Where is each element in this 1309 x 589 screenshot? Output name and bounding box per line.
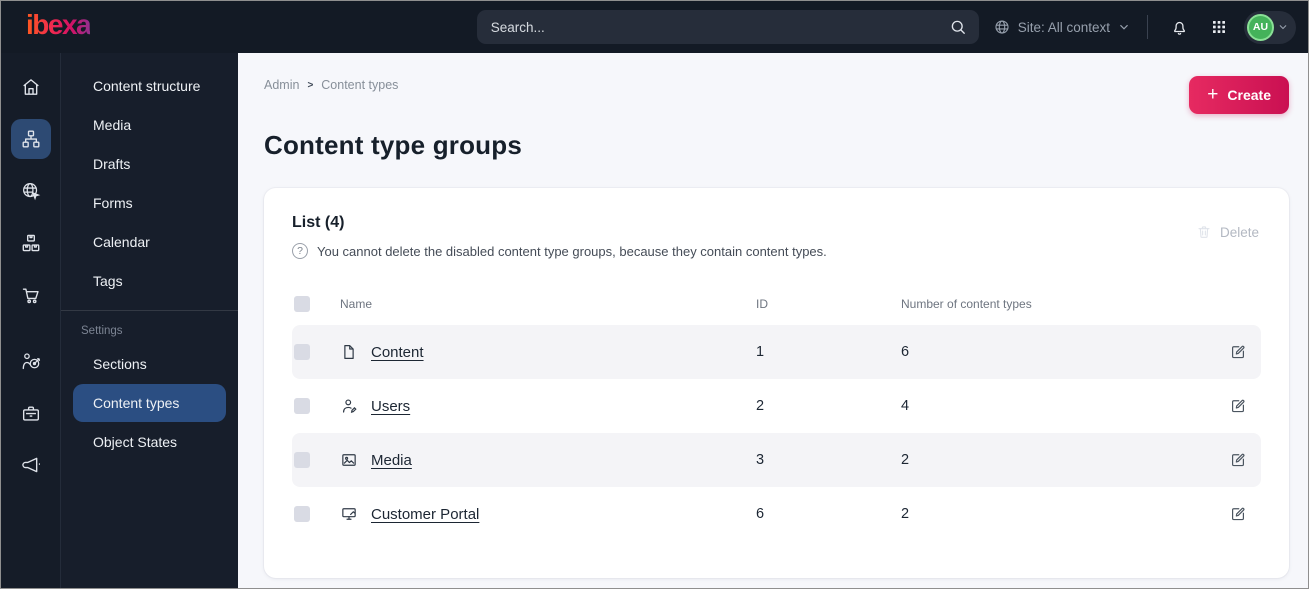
list-title: List (4) [292, 214, 345, 231]
site-context-selector[interactable]: Site: All context [993, 18, 1131, 36]
delete-button[interactable]: Delete [1196, 224, 1259, 240]
chevron-down-icon [1277, 21, 1289, 33]
list-card: List (4) ? You cannot delete the disable… [264, 188, 1289, 578]
search-input[interactable] [490, 19, 949, 35]
group-link[interactable]: Content [371, 343, 424, 361]
chevron-down-icon [1117, 20, 1131, 34]
topbar-divider [1147, 15, 1148, 39]
product-boxes-icon[interactable] [11, 223, 51, 263]
create-button[interactable]: + Create [1189, 76, 1289, 114]
table-header-row: Name ID Number of content types [292, 283, 1261, 325]
sidebar-menu: Content structure Media Drafts Forms Cal… [61, 53, 238, 588]
row-checkbox[interactable] [294, 398, 310, 414]
page-title: Content type groups [264, 130, 523, 160]
ibexa-logo[interactable]: ibexa [26, 11, 92, 43]
delete-button-label: Delete [1219, 224, 1259, 240]
group-link[interactable]: Users [371, 397, 411, 415]
topbar-controls: Site: All context AU [993, 10, 1296, 44]
edit-icon[interactable] [1221, 447, 1255, 473]
admin-case-icon[interactable] [11, 393, 51, 433]
trash-icon [1196, 224, 1212, 240]
page-header: Admin > Content types + Create [264, 53, 1289, 114]
sidebar-item-object-states[interactable]: Object States [93, 434, 178, 450]
site-context-label: Site: All context [1017, 19, 1110, 35]
notifications-bell-icon[interactable] [1164, 12, 1194, 42]
column-header-count: Number of content types [901, 297, 1032, 311]
table-row: Users 2 4 [292, 379, 1261, 433]
nav-rail [1, 53, 61, 588]
name-cell: Customer Portal [340, 505, 756, 523]
table-row: Media 3 2 [292, 433, 1261, 487]
sidebar-settings-header: Settings [81, 325, 123, 337]
site-globe-icon[interactable] [11, 171, 51, 211]
user-menu[interactable]: AU [1244, 10, 1296, 44]
name-cell: Users [340, 397, 756, 415]
table-row: Content 1 6 [292, 325, 1261, 379]
list-hint: ? You cannot delete the disabled content… [292, 243, 1261, 259]
create-button-label: Create [1227, 87, 1271, 103]
column-header-id: ID [756, 297, 768, 311]
name-cell: Media [340, 451, 756, 469]
breadcrumb-separator: > [307, 79, 314, 91]
sidebar-item-tags[interactable]: Tags [93, 273, 123, 289]
edit-icon[interactable] [1221, 501, 1255, 527]
group-link[interactable]: Customer Portal [371, 505, 480, 523]
app-grid-icon[interactable] [1204, 12, 1234, 42]
home-icon[interactable] [11, 67, 51, 107]
portal-monitor-icon [340, 505, 358, 523]
sidebar-item-forms[interactable]: Forms [93, 195, 133, 211]
id-cell: 6 [756, 506, 765, 522]
shopping-cart-icon[interactable] [11, 275, 51, 315]
name-cell: Content [340, 343, 756, 361]
main-content: Admin > Content types + Create Content t… [238, 53, 1308, 588]
edit-icon[interactable] [1221, 393, 1255, 419]
top-bar: ibexa Site: All context [1, 1, 1308, 53]
content-type-groups-table: Name ID Number of content types Content [292, 283, 1261, 541]
globe-icon [993, 18, 1011, 36]
count-cell: 2 [901, 506, 910, 522]
edit-icon[interactable] [1221, 339, 1255, 365]
megaphone-icon[interactable] [11, 445, 51, 485]
avatar: AU [1247, 13, 1274, 41]
count-cell: 2 [901, 452, 910, 468]
plus-icon: + [1207, 83, 1219, 105]
row-checkbox[interactable] [294, 344, 310, 360]
group-link[interactable]: Media [371, 451, 412, 469]
count-cell: 4 [901, 398, 910, 414]
sidebar-item-calendar[interactable]: Calendar [93, 234, 150, 250]
body-layout: Content structure Media Drafts Forms Cal… [1, 53, 1308, 588]
content-tree-icon[interactable] [10, 119, 51, 159]
breadcrumb-content-types[interactable]: Content types [321, 78, 399, 92]
sidebar-item-drafts[interactable]: Drafts [93, 156, 131, 172]
select-all-checkbox[interactable] [294, 296, 310, 312]
sidebar-divider [61, 310, 238, 311]
content-file-icon [340, 343, 358, 361]
sidebar-item-media[interactable]: Media [93, 117, 132, 133]
breadcrumb: Admin > Content types [264, 76, 398, 92]
global-search[interactable] [476, 10, 979, 44]
media-image-icon [340, 451, 358, 469]
id-cell: 2 [756, 398, 765, 414]
row-checkbox[interactable] [294, 452, 310, 468]
help-circle-icon: ? [292, 243, 308, 259]
count-cell: 6 [901, 344, 910, 360]
personalization-target-icon[interactable] [11, 341, 51, 381]
sidebar-item-content-structure[interactable]: Content structure [93, 78, 201, 94]
row-checkbox[interactable] [294, 506, 310, 522]
sidebar-item-sections[interactable]: Sections [93, 356, 147, 372]
table-row: Customer Portal 6 2 [292, 487, 1261, 541]
id-cell: 3 [756, 452, 765, 468]
sidebar-item-content-types[interactable]: Content types [73, 384, 226, 422]
users-person-icon [340, 397, 358, 415]
id-cell: 1 [756, 344, 765, 360]
column-header-name: Name [340, 297, 373, 311]
list-hint-text: You cannot delete the disabled content t… [317, 243, 827, 259]
search-icon[interactable] [949, 18, 967, 36]
breadcrumb-admin[interactable]: Admin [264, 78, 300, 92]
